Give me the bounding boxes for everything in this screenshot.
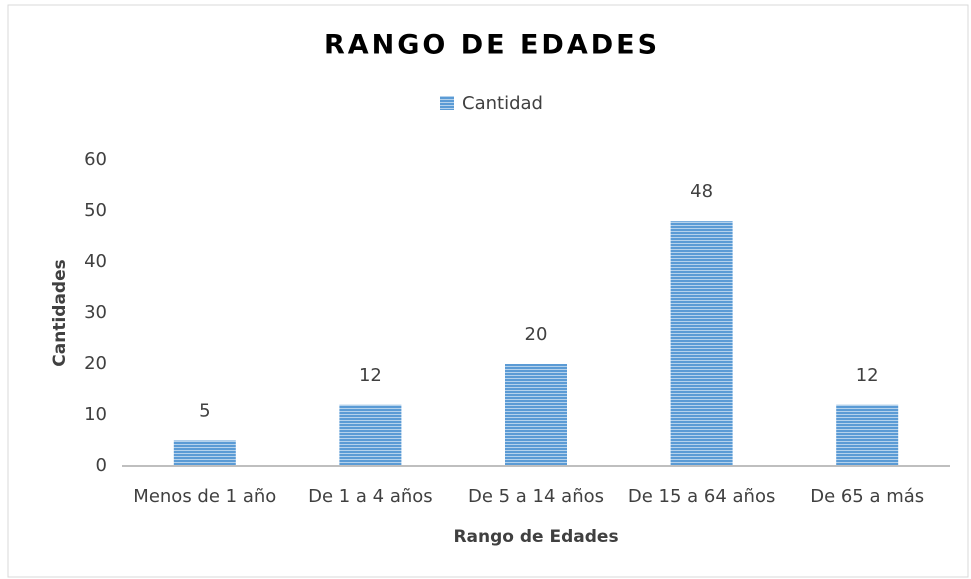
x-tick-label: De 5 a 14 años: [468, 486, 604, 507]
y-tick-label: 30: [84, 302, 107, 323]
legend-swatch: [440, 96, 454, 110]
data-label: 20: [525, 324, 548, 345]
y-tick-label: 50: [84, 200, 107, 221]
y-tick-label: 20: [84, 353, 107, 374]
data-label: 48: [690, 181, 713, 202]
x-axis-label: Rango de Edades: [453, 527, 618, 547]
x-tick-label: De 15 a 64 años: [628, 486, 776, 507]
x-tick-label: De 65 a más: [810, 486, 924, 507]
y-tick-label: 10: [84, 404, 107, 425]
y-tick-label: 0: [96, 455, 107, 476]
bar: [173, 440, 236, 466]
chart-title: RANGO DE EDADES: [324, 30, 660, 61]
chart-frame: [7, 4, 969, 578]
data-label: 5: [199, 401, 210, 422]
x-tick-label: De 1 a 4 años: [308, 486, 433, 507]
bar: [836, 404, 899, 466]
x-tick-label: Menos de 1 año: [133, 486, 276, 507]
bar: [505, 364, 567, 466]
bar: [670, 221, 733, 466]
y-tick-label: 60: [84, 149, 107, 170]
data-label: 12: [856, 365, 879, 386]
bar: [339, 404, 402, 466]
legend-label: Cantidad: [462, 93, 543, 114]
y-axis-label: Cantidades: [50, 259, 70, 366]
y-tick-label: 40: [84, 251, 107, 272]
data-label: 12: [359, 365, 382, 386]
